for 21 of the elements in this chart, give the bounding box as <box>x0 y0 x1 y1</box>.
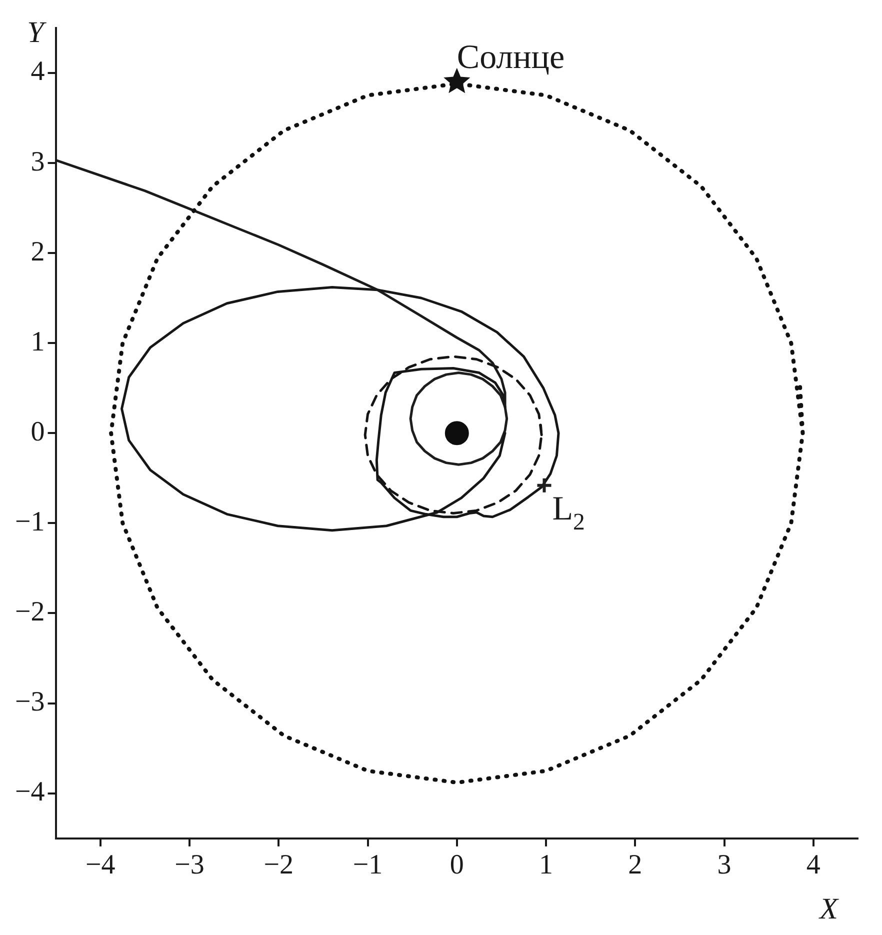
x-tick-label: 0 <box>450 850 464 881</box>
x-tick-label: −1 <box>352 850 383 881</box>
y-tick-label: 4 <box>30 56 45 88</box>
y-tick-label: −3 <box>14 686 45 718</box>
x-axis-title: X <box>818 892 840 926</box>
annotation: Солнце <box>456 38 565 76</box>
x-tick-label: −3 <box>174 850 204 881</box>
y-axis-title: Y <box>27 16 48 49</box>
x-tick-label: 3 <box>717 850 732 881</box>
y-tick-label: −4 <box>14 776 45 808</box>
y-tick-label: 3 <box>30 146 45 178</box>
x-tick-label: 2 <box>628 850 642 881</box>
y-tick-label: 0 <box>30 416 45 448</box>
y-tick-label: −1 <box>14 506 45 538</box>
x-tick-label: 4 <box>806 850 820 881</box>
y-tick-label: −2 <box>14 596 45 628</box>
y-tick-label: 2 <box>30 236 45 268</box>
x-tick-label: 1 <box>539 850 554 881</box>
x-tick-label: −2 <box>264 850 294 881</box>
y-tick-label: 1 <box>30 326 45 358</box>
x-tick-label: −4 <box>85 850 116 881</box>
